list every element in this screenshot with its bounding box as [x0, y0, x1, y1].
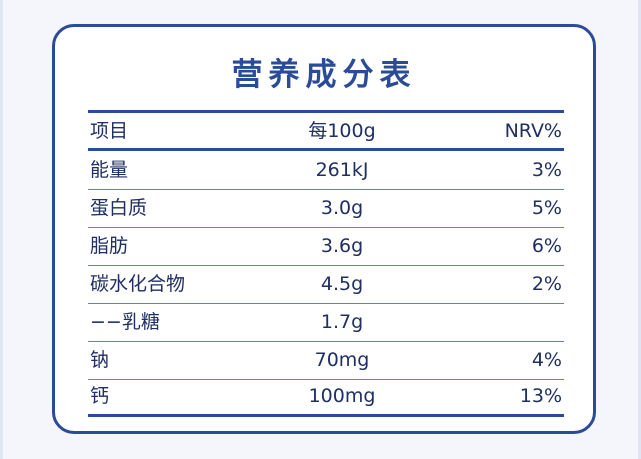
table-row: −−乳糖 1.7g: [88, 303, 564, 341]
nutrient-amount: 70mg: [314, 349, 370, 371]
row-divider: [88, 303, 564, 304]
nutrient-name: 钙: [90, 385, 110, 407]
table-bottom-rule: [88, 414, 564, 417]
table-row: 蛋白质 3.0g 5%: [88, 189, 564, 227]
panel-title: 营养成分表: [231, 57, 417, 93]
header-item: 项目: [90, 120, 129, 142]
table-row: 钙 100mg 13%: [88, 377, 564, 415]
nutrient-nrv: 4%: [531, 349, 562, 371]
nutrient-amount: 100mg: [308, 385, 376, 407]
row-divider: [88, 189, 564, 190]
nutrient-amount: 3.6g: [320, 235, 364, 257]
table-row: 脂肪 3.6g 6%: [88, 227, 564, 265]
row-divider: [88, 227, 564, 228]
nutrient-name: −−乳糖: [90, 311, 160, 333]
table-row: 钠 70mg 4%: [88, 341, 564, 379]
nutrient-name: 脂肪: [90, 235, 129, 257]
nutrient-amount: 4.5g: [320, 273, 364, 295]
table-header-row: 项目 每100g NRV%: [88, 112, 564, 150]
nutrient-name: 碳水化合物: [90, 273, 186, 295]
row-divider: [88, 265, 564, 266]
nutrient-amount: 1.7g: [320, 311, 364, 333]
nutrient-name: 蛋白质: [90, 197, 148, 219]
nutrient-nrv: 13%: [519, 385, 562, 407]
nutrient-name: 能量: [90, 159, 129, 181]
nutrient-amount: 261kJ: [315, 159, 369, 181]
header-rule: [88, 148, 564, 151]
nutrient-nrv: 2%: [531, 273, 562, 295]
row-divider: [88, 379, 564, 380]
nutrient-nrv: 3%: [531, 159, 562, 181]
header-per-100g: 每100g: [308, 120, 376, 142]
table-row: 碳水化合物 4.5g 2%: [88, 265, 564, 303]
left-edge-strip: [0, 0, 3, 459]
nutrient-nrv: 5%: [531, 197, 562, 219]
table-top-rule: [88, 110, 564, 113]
right-edge-strip: [638, 0, 641, 459]
nutrient-amount: 3.0g: [320, 197, 364, 219]
nutrient-name: 钠: [90, 349, 110, 371]
nutrition-facts-panel: 营养成分表 项目 每100g NRV% 能量 261kJ 3% 蛋白质 3.0g…: [52, 24, 596, 434]
header-nrv: NRV%: [504, 120, 562, 142]
table-row: 能量 261kJ 3%: [88, 151, 564, 189]
nutrient-nrv: 6%: [531, 235, 562, 257]
row-divider: [88, 341, 564, 342]
